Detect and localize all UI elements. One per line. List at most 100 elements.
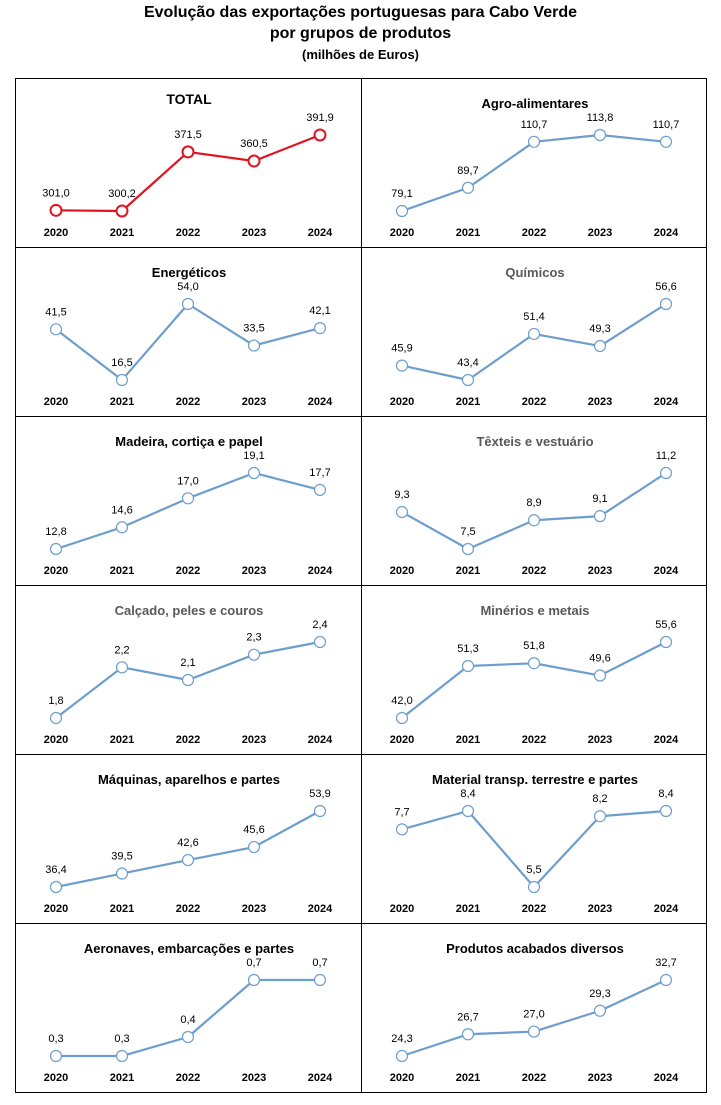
x-tick-label-2021: 2021 <box>456 565 480 577</box>
x-tick-label-2022: 2022 <box>176 396 200 408</box>
data-label-2020: 9,3 <box>394 489 409 501</box>
data-point-2022 <box>527 657 541 670</box>
x-tick-label-2022: 2022 <box>522 1072 546 1084</box>
data-point-2024 <box>313 483 327 496</box>
data-label-2023: 19,1 <box>243 450 264 462</box>
data-label-2020: 1,8 <box>48 695 63 707</box>
data-point-2020 <box>49 1049 63 1063</box>
data-point-2023 <box>593 510 607 523</box>
data-point-2024 <box>313 973 327 987</box>
data-point-2023 <box>247 339 261 352</box>
chart-material-transp-terrestre-e-partes: Material transp. terrestre e partes 7,7 20… <box>390 772 679 915</box>
data-point-2020 <box>49 880 63 894</box>
data-label-2021: 16,5 <box>111 357 132 369</box>
data-label-2024: 56,6 <box>655 281 676 293</box>
data-point-2022 <box>181 492 195 505</box>
data-point-2021 <box>115 1049 129 1063</box>
data-point-2022 <box>181 853 195 867</box>
data-label-2021: 89,7 <box>457 165 478 177</box>
x-tick-label-2022: 2022 <box>176 1072 200 1084</box>
chart-quimicos: Químicos 45,9 2020 43,4 2021 51,4 2022 49,3 2023… <box>390 265 679 408</box>
x-tick-label-2023: 2023 <box>242 565 266 577</box>
x-tick-label-2023: 2023 <box>242 1072 266 1084</box>
x-tick-label-2020: 2020 <box>390 903 414 915</box>
chart-panel-quimicos: Químicos 45,9 2020 43,4 2021 51,4 2022 49,3 2023… <box>361 247 707 417</box>
data-point-2020 <box>395 823 409 836</box>
chart-total: TOTAL 301,0 2020 300,2 2021 371,5 2022 360,5 202… <box>42 91 334 239</box>
x-tick-label-2021: 2021 <box>110 734 134 746</box>
data-label-2023: 113,8 <box>587 112 614 124</box>
data-label-2020: 7,7 <box>394 806 409 818</box>
data-label-2020: 36,4 <box>45 864 66 876</box>
data-label-2023: 9,1 <box>592 493 607 505</box>
x-tick-label-2020: 2020 <box>44 903 68 915</box>
data-point-2023 <box>247 466 261 480</box>
chart-calcado-peles-e-couros: Calçado, peles e couros 1,8 2020 2,2 2021 2,1… <box>44 603 333 746</box>
data-point-2024 <box>659 466 673 480</box>
data-point-2021 <box>115 204 129 218</box>
x-tick-label-2022: 2022 <box>176 903 200 915</box>
data-label-2020: 42,0 <box>391 695 412 707</box>
chart-panel-aeronaves-embarcacoes-e-partes: Aeronaves, embarcações e partes 0,3 2020 0,… <box>15 923 362 1093</box>
panel-title: Agro-alimentares <box>482 96 589 111</box>
data-label-2024: 391,9 <box>306 112 334 124</box>
data-point-2023 <box>593 1004 607 1017</box>
data-label-2022: 8,9 <box>526 497 541 509</box>
data-label-2021: 7,5 <box>460 526 475 538</box>
data-label-2024: 110,7 <box>653 119 680 131</box>
x-tick-label-2021: 2021 <box>110 565 134 577</box>
x-tick-label-2022: 2022 <box>176 734 200 746</box>
data-point-2020 <box>49 542 63 556</box>
data-point-2021 <box>115 867 129 880</box>
data-point-2024 <box>313 635 327 649</box>
x-tick-label-2024: 2024 <box>654 734 679 746</box>
x-tick-label-2020: 2020 <box>44 227 68 239</box>
data-label-2024: 53,9 <box>309 788 330 800</box>
data-point-2023 <box>593 669 607 682</box>
panel-title: Madeira, cortiça e papel <box>115 434 262 449</box>
x-tick-label-2023: 2023 <box>588 565 612 577</box>
chart-panel-maquinas-aparelhos-e-partes: Máquinas, aparelhos e partes 36,4 2020 39,5… <box>15 754 362 924</box>
data-point-2023 <box>593 339 607 353</box>
data-label-2022: 51,4 <box>523 311 544 323</box>
data-point-2024 <box>313 128 327 142</box>
x-tick-label-2021: 2021 <box>456 734 480 746</box>
panel-title: Têxteis e vestuário <box>476 434 593 449</box>
x-tick-label-2021: 2021 <box>456 903 480 915</box>
x-tick-label-2022: 2022 <box>176 565 200 577</box>
data-label-2021: 14,6 <box>111 504 132 516</box>
data-point-2022 <box>527 135 541 148</box>
x-tick-label-2022: 2022 <box>176 227 200 239</box>
x-tick-label-2023: 2023 <box>242 903 266 915</box>
panel-title: Energéticos <box>152 265 226 280</box>
x-tick-label-2024: 2024 <box>308 734 333 746</box>
data-label-2020: 0,3 <box>48 1033 63 1045</box>
data-point-2022 <box>181 1030 195 1044</box>
chart-maquinas-aparelhos-e-partes: Máquinas, aparelhos e partes 36,4 2020 39,5… <box>44 772 333 915</box>
x-tick-label-2023: 2023 <box>242 734 266 746</box>
figure-title: Evolução das exportações portuguesas par… <box>143 4 578 21</box>
panel-title: Calçado, peles e couros <box>115 603 264 618</box>
x-tick-label-2024: 2024 <box>308 565 333 577</box>
x-tick-label-2024: 2024 <box>308 227 333 239</box>
panel-title: Máquinas, aparelhos e partes <box>98 772 280 787</box>
data-point-2021 <box>115 521 129 534</box>
data-point-2023 <box>247 973 261 987</box>
data-label-2022: 110,7 <box>521 119 548 131</box>
panel-title: Minérios e metais <box>480 603 589 618</box>
data-point-2024 <box>659 297 673 311</box>
data-point-2021 <box>461 1028 475 1041</box>
data-label-2020: 301,0 <box>42 187 70 199</box>
figure-header: Evolução das exportações portuguesas par… <box>0 2 721 64</box>
x-tick-label-2024: 2024 <box>308 903 333 915</box>
chart-minerios-e-metais: Minérios e metais 42,0 2020 51,3 2021 51,8 202… <box>390 603 679 746</box>
panel-title: Químicos <box>505 265 564 280</box>
chart-panel-energeticos: Energéticos 41,5 2020 16,5 2021 54,0 2022 33,5 2… <box>15 247 362 417</box>
data-point-2022 <box>527 327 541 341</box>
data-label-2023: 0,7 <box>246 957 261 969</box>
data-point-2020 <box>395 1049 409 1063</box>
data-label-2020: 41,5 <box>45 306 66 318</box>
x-tick-label-2022: 2022 <box>522 734 546 746</box>
data-point-2024 <box>659 635 673 649</box>
x-tick-label-2022: 2022 <box>522 227 546 239</box>
